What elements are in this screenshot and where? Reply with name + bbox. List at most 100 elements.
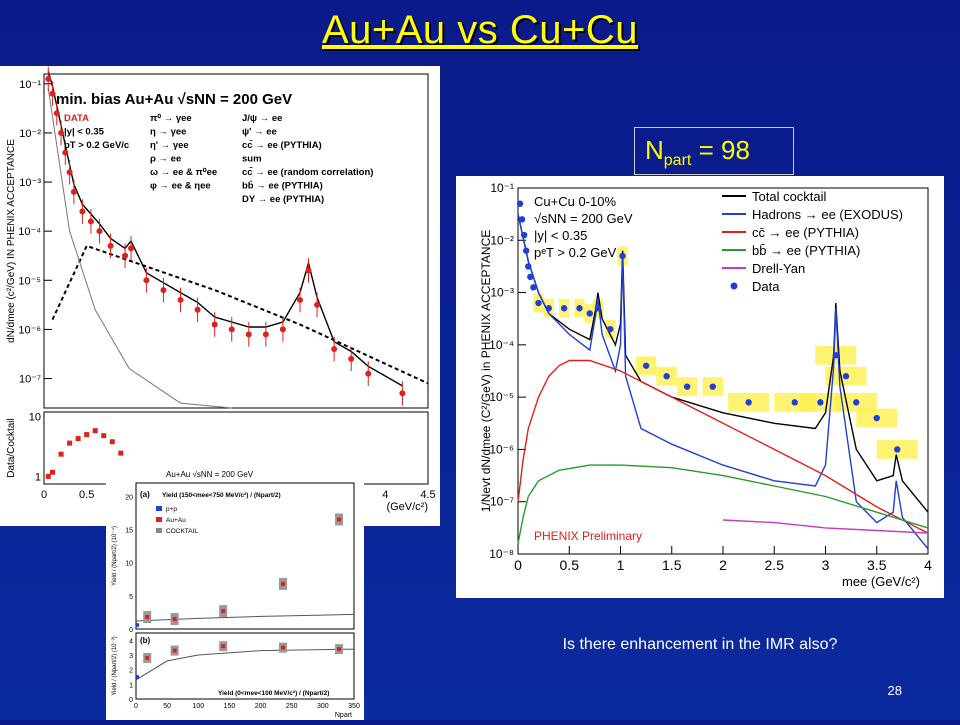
cucu-x-tick-label: 4 [924,557,932,573]
cucu-mass-spectrum-chart: 0 0.5 1 1.5 2 2.5 3 3.5 4 10⁻¹ 10⁻² 10⁻³ 10⁻⁴ 10⁻⁵ 10⁻… [479,181,932,589]
auau-y-axis-label: dN/dmee (c²/GeV) IN PHENIX ACCEPTANCE [6,139,17,343]
auau-data-point [279,326,286,333]
auau-legend-entry: DATA [64,113,89,124]
cucu-data-point [663,373,670,380]
cucu-x-tick-label: 3.5 [867,557,887,573]
inset-panel-b-y-tick-label: 0 [129,697,133,704]
auau-y-tick-label: 10⁻² [19,128,41,140]
auau-data-point [66,169,73,176]
inset-panel-b-y-tick-label: 3 [129,653,133,660]
auau-legend-entry: π⁰ → γee [150,113,192,124]
cucu-legend-entry: Total cocktail [752,189,827,204]
cucu-data-point [642,362,650,369]
cucu-legend-entry: Drell-Yan [752,261,805,276]
cucu-y-tick-label: 10⁻⁸ [489,547,514,561]
auau-ratio-point [109,439,115,445]
cucu-x-axis-label: mee (GeV/c²) [842,574,920,589]
auau-sum-line [47,71,403,387]
cucu-data-point [586,310,593,317]
cucu-data-point [527,273,534,281]
auau-pi0-line [47,88,232,409]
auau-ratio-point [50,469,56,475]
cucu-data-point [791,399,798,406]
page-number: 28 [887,683,902,698]
cucu-annotation-line: pᵉT > 0.2 GeV [534,245,617,260]
cucu-watermark: PHENIX Preliminary [534,529,642,543]
inset-x-tick-label: 350 [348,703,360,710]
auau-y-tick-label: 10⁻⁶ [18,324,41,336]
auau-legend-entry: η → γee [150,127,186,138]
auau-data-point [45,75,52,82]
auau-x-tick-label: 0.5 [79,489,94,501]
auau-x-axis-label: (GeV/c²) [386,501,428,513]
inset-panel-b-auau-point [145,655,150,660]
cucu-data-point [894,446,901,453]
auau-data-point [297,296,303,303]
npart-label: Npart = 98 [634,127,794,175]
inset-legend-entry: COCKTAIL [166,528,198,535]
cucu-data-point [832,352,839,359]
inset-panel-b-auau-point [280,645,285,650]
inset-panel-b-auau-point [172,648,177,653]
auau-data-point [194,306,201,313]
cucu-plot-panel: 0 0.5 1 1.5 2 2.5 3 3.5 4 10⁻¹ 10⁻² 10⁻³ 10⁻⁴ 10⁻⁵ 10⁻… [456,176,944,598]
auau-data-point [211,321,218,328]
cucu-y-tick-label: 10⁻⁴ [489,338,514,352]
cucu-y-tick-label: 10⁻² [490,233,514,247]
cucu-data-point [535,299,542,307]
inset-panel-a-y-tick-label: 20 [125,494,133,501]
inset-legend-entry: p+p [166,506,177,513]
inset-x-tick-label: 250 [286,703,298,710]
cucu-data-point [545,305,552,312]
cucu-x-tick-label: 1 [617,557,625,573]
inset-panel-a-pp-point [135,623,140,628]
cucu-annotation-line: Cu+Cu 0-10% [534,194,616,209]
cucu-data-point [745,399,752,406]
auau-data-point [228,326,235,333]
inset-x-tick-label: 150 [224,703,236,710]
auau-data-point [87,218,94,225]
auau-data-point [177,296,184,303]
cucu-data-point [594,305,602,312]
auau-data-point [58,129,65,136]
auau-ratio-point [84,432,90,438]
inset-panel-a-cocktail-line [135,613,355,622]
auau-data-point [348,355,355,362]
inset-panel-b-cocktail-line [135,648,355,681]
inset-panel-a-y-tick-label: 5 [129,594,133,601]
inset-panel-b-auau-point [221,644,226,649]
inset-panel-b-y-tick-label: 2 [129,668,133,675]
inset-panel-a-auau-point [280,581,285,586]
auau-data-point [128,245,135,252]
inset-x-tick-label: 100 [192,703,204,710]
auau-plot-frame [43,73,429,409]
auau-data-point [122,252,129,259]
cucu-data-point [525,263,532,270]
auau-data-point [70,188,77,195]
cucu-x-tick-label: 2.5 [765,557,785,573]
inset-x-tick-label: 0 [134,703,138,710]
imr-question: Is there enhancement in the IMR also? [562,636,838,653]
auau-legend-entry: ρ → ee [150,154,181,165]
auau-data-point [79,208,86,215]
auau-data-point [53,110,60,117]
auau-legend-entry: ψ' → ee [242,127,277,138]
cucu-y-tick-label: 10⁻⁷ [490,495,514,509]
auau-ratio-point [92,428,98,434]
auau-legend-entry: sum [242,154,262,165]
auau-ratio-tick-label: 1 [35,471,41,483]
auau-mass-spectrum-chart: 10⁻¹ 10⁻² 10⁻³ 10⁻⁴ 10⁻⁵ 10⁻⁶ 10⁻⁷ 0 0.5 4 4.5 10 1 m… [6,66,436,513]
auau-chart-title: min. bias Au+Au √sNN = 200 GeV [56,91,292,108]
auau-data-point [62,149,69,156]
auau-ratio-axis-label: Data/Cocktail [6,418,17,477]
auau-y-tick-label: 10⁻⁵ [18,275,41,287]
auau-plot-panel: 10⁻¹ 10⁻² 10⁻³ 10⁻⁴ 10⁻⁵ 10⁻⁶ 10⁻⁷ 0 0.5 4 4.5 10 1 m… [0,66,440,526]
auau-data-point [365,370,372,377]
inset-panel-a-frame [135,482,355,630]
cucu-data-point [520,231,528,239]
inset-panel-a-auau-point [145,615,150,620]
cucu-x-tick-label: 1.5 [662,557,682,573]
cucu-series-line-1 [517,213,929,550]
inset-panel-b-title: Yield (0<mee<100 MeV/c²) / (Npart/2) [218,690,329,697]
auau-data-point [143,277,150,284]
